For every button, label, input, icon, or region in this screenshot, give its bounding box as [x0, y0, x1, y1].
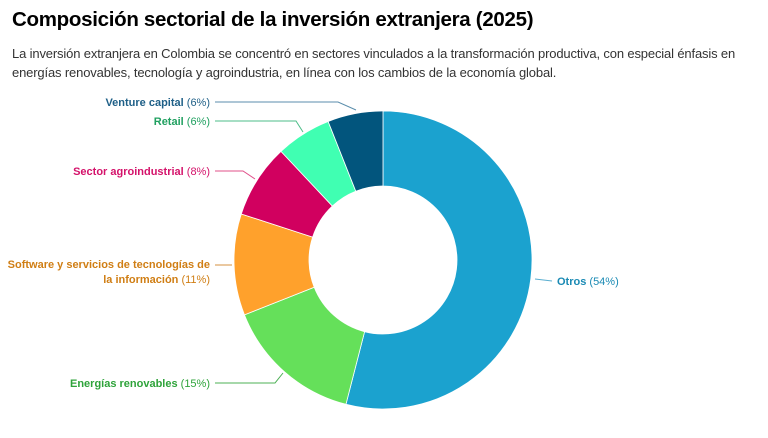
slice-otros [345, 110, 533, 410]
slice-label-value: (11%) [178, 274, 210, 286]
slice-label-name: la información [103, 274, 178, 286]
slice-label-value: (15%) [178, 378, 210, 390]
leader-line-venture-capital [215, 101, 357, 111]
leader-line-retail [215, 120, 304, 133]
label-sector-agroindustrial: Sector agroindustrial (8%) [73, 166, 210, 178]
leader-line-otros [534, 278, 553, 282]
leader-lines [215, 101, 553, 384]
donut-slices [233, 110, 533, 410]
slice-label-value: (8%) [184, 166, 210, 178]
leader-line-sector-agroindustrial [215, 170, 256, 180]
slice-label-name: Retail [154, 116, 184, 128]
slice-label-name: Software y servicios de tecnologías de [8, 259, 210, 271]
label-software-y-servicios-de-tecnologias-de-la-informacion-line1: Software y servicios de tecnologías de [8, 259, 210, 271]
label-energias-renovables: Energías renovables (15%) [70, 378, 210, 390]
slice-label-name: Sector agroindustrial [73, 166, 184, 178]
chart-subtitle: La inversión extranjera en Colombia se c… [12, 46, 736, 80]
label-software-y-servicios-de-tecnologias-de-la-informacion-line2: la información (11%) [103, 274, 210, 286]
slice-label-value: (6%) [184, 97, 210, 109]
slice-label-name: Venture capital [105, 97, 183, 109]
label-otros: Otros (54%) [557, 276, 619, 288]
slice-label-value: (6%) [184, 116, 210, 128]
slice-label-name: Otros [557, 276, 586, 288]
leader-line-energias-renovables [215, 372, 284, 384]
slice-label-name: Energías renovables [70, 378, 178, 390]
slice-labels: Otros (54%) Energías renovables (15%) Soft… [8, 97, 619, 390]
label-venture-capital: Venture capital (6%) [105, 97, 210, 109]
label-retail: Retail (6%) [154, 116, 210, 128]
slice-label-value: (54%) [586, 276, 618, 288]
chart-title: Composición sectorial de la inversión ex… [12, 8, 534, 31]
slice-venture-capital [327, 110, 384, 192]
